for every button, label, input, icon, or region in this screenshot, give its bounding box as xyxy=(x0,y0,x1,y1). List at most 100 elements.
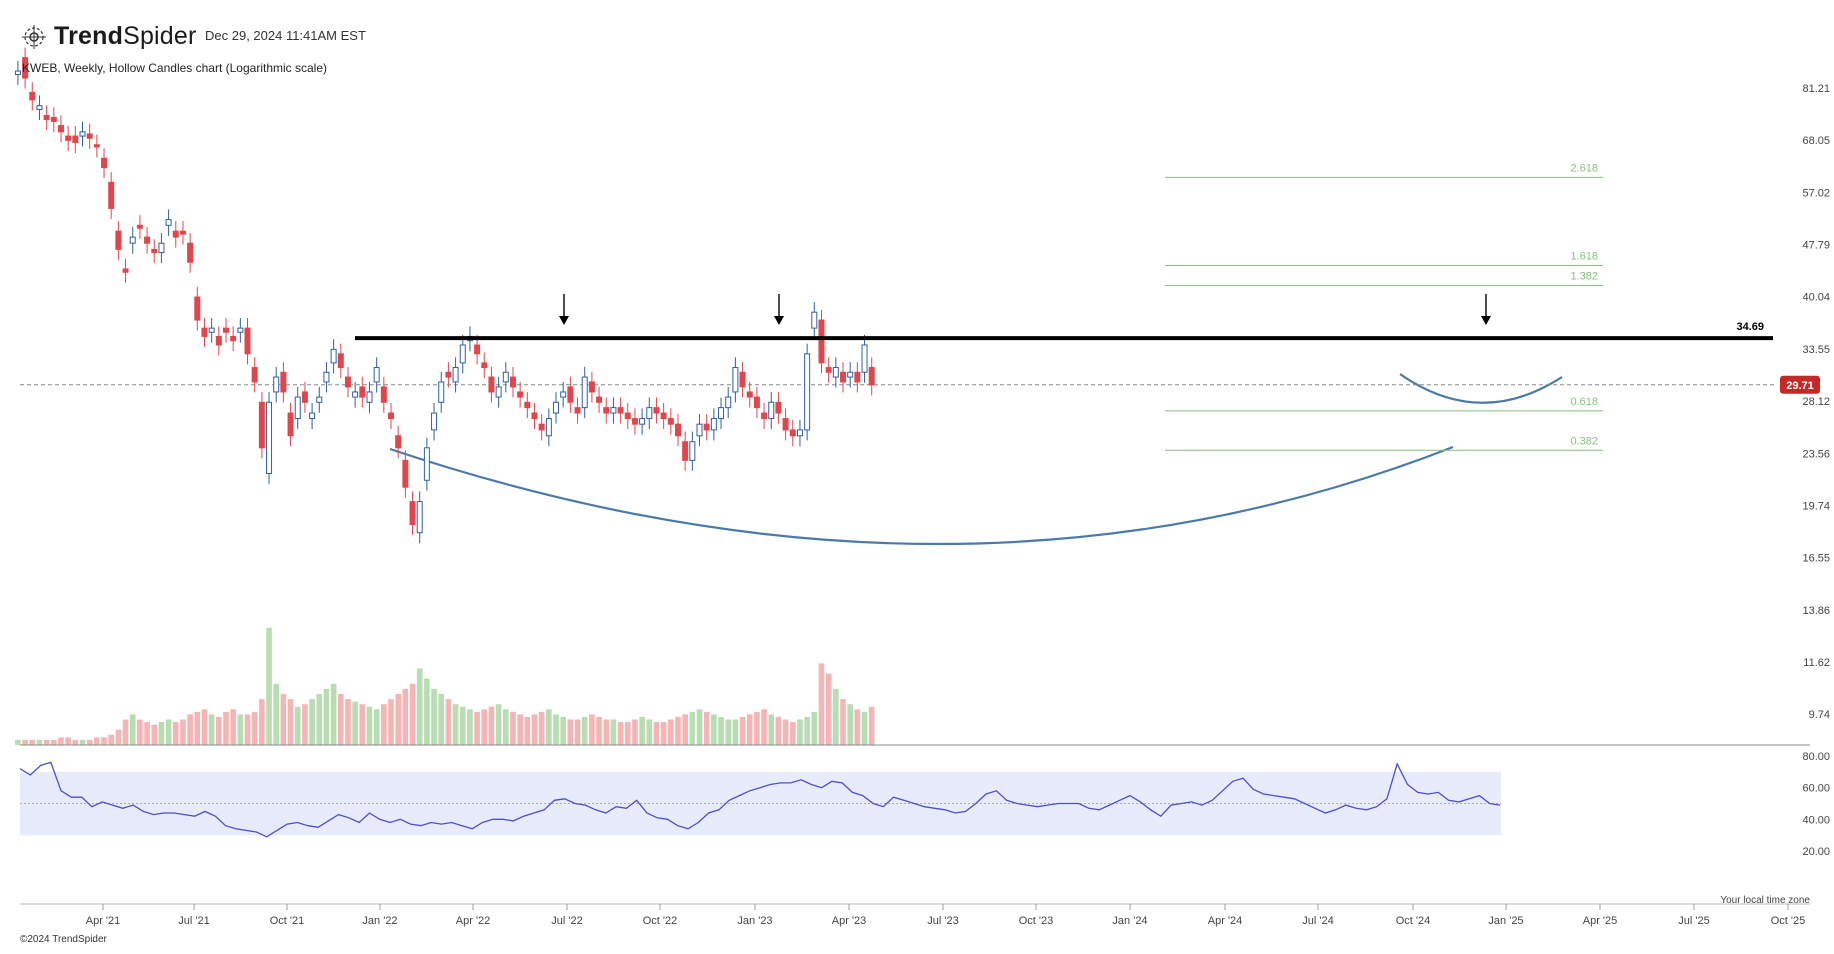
candle-body xyxy=(746,391,753,398)
candle-body xyxy=(330,348,337,364)
candle-body xyxy=(72,135,79,144)
candle-body xyxy=(57,125,64,133)
volume-bar xyxy=(381,704,387,745)
candle-body xyxy=(639,418,646,425)
volume-bar xyxy=(746,714,753,745)
candle-body xyxy=(617,407,624,414)
volume-bar xyxy=(553,714,559,745)
candle-body xyxy=(14,70,21,76)
volume-bar xyxy=(115,729,122,745)
volume-bar xyxy=(237,714,244,745)
x-axis-tick: Jan '23 xyxy=(737,915,772,927)
volume-bar xyxy=(811,711,818,745)
volume-bar xyxy=(216,716,222,745)
brand-name: TrendSpider xyxy=(54,22,197,50)
candle-body xyxy=(445,371,452,378)
candle-body xyxy=(108,181,115,209)
volume-bar xyxy=(36,739,43,745)
candle-body xyxy=(344,376,351,388)
candle-body xyxy=(36,105,43,111)
volume-bar xyxy=(230,709,236,745)
candle-body xyxy=(560,391,567,398)
candle-body xyxy=(222,327,229,333)
x-axis-tick: Jul '25 xyxy=(1678,915,1709,927)
rsi-axis-tick: 40.00 xyxy=(1802,814,1830,826)
volume-bar xyxy=(854,709,861,745)
x-axis-tick: Jul '22 xyxy=(551,915,582,927)
candle-body xyxy=(280,371,287,393)
candle-body xyxy=(868,367,875,386)
candle-body xyxy=(237,327,244,333)
price-axis-tick: 11.62 xyxy=(1803,657,1830,669)
volume-bar xyxy=(172,722,179,745)
candle-body xyxy=(674,423,681,437)
volume-bar xyxy=(373,709,380,745)
candle-body xyxy=(438,381,445,403)
volume-bar xyxy=(761,709,767,745)
rsi-axis-tick: 20.00 xyxy=(1802,846,1830,858)
candle-body xyxy=(603,407,610,414)
fib-level-label: 2.618 xyxy=(1570,162,1598,174)
volume-bar xyxy=(330,683,337,745)
candle-body xyxy=(29,91,36,101)
x-axis-tick: Jan '22 xyxy=(362,915,397,927)
candle-body xyxy=(789,429,796,437)
candle-body xyxy=(624,412,631,420)
candle-body xyxy=(380,386,387,403)
fib-level-label: 1.382 xyxy=(1570,270,1598,282)
volume-bar xyxy=(409,683,416,745)
volume-bar xyxy=(208,714,215,745)
volume-bar xyxy=(546,709,552,745)
volume-bar xyxy=(732,719,739,745)
candle-body xyxy=(208,327,215,333)
current-price-badge xyxy=(1780,375,1820,394)
volume-bar xyxy=(316,694,323,745)
volume-bar xyxy=(646,719,653,745)
candle-body xyxy=(101,157,108,169)
volume-bar xyxy=(58,737,64,745)
volume-bar xyxy=(180,719,186,745)
candle-body xyxy=(266,401,273,474)
candle-body xyxy=(832,367,839,378)
volume-bar xyxy=(531,714,538,745)
candle-body xyxy=(553,401,560,414)
volume-bar xyxy=(574,719,581,745)
volume-bar xyxy=(51,739,57,745)
candle-body xyxy=(301,391,308,403)
chart-subtitle: KWEB, Weekly, Hollow Candles chart (Loga… xyxy=(22,61,327,75)
candle-body xyxy=(423,447,430,481)
candle-body xyxy=(574,407,581,414)
volume-bar xyxy=(517,714,523,745)
volume-bar xyxy=(589,714,595,745)
candle-body xyxy=(416,501,423,534)
volume-bar xyxy=(653,722,660,745)
candle-body xyxy=(689,441,696,461)
candle-body xyxy=(459,344,466,364)
candle-body xyxy=(316,396,323,403)
x-axis-tick: Oct '21 xyxy=(270,915,305,927)
volume-bar xyxy=(244,714,251,745)
candle-body xyxy=(667,418,674,425)
x-axis-tick: Apr '23 xyxy=(832,915,867,927)
volume-bar xyxy=(718,716,724,745)
x-axis-tick: Oct '25 xyxy=(1771,915,1806,927)
volume-bar xyxy=(495,704,502,745)
volume-bar xyxy=(294,706,301,745)
price-axis-tick: 16.55 xyxy=(1802,553,1830,565)
candle-body xyxy=(631,418,638,425)
candle-body xyxy=(588,381,595,393)
candle-body xyxy=(388,412,395,420)
candle-body xyxy=(129,236,136,244)
price-axis-tick: 40.04 xyxy=(1802,292,1830,304)
fib-level-label: 0.382 xyxy=(1570,435,1598,447)
volume-bar xyxy=(660,722,667,745)
volume-bar xyxy=(703,711,710,745)
volume-bar xyxy=(424,678,430,745)
volume-bar xyxy=(108,734,114,745)
volume-bar xyxy=(323,688,330,745)
price-axis-tick: 28.12 xyxy=(1802,396,1830,408)
candle-body xyxy=(158,242,165,254)
candle-body xyxy=(610,407,617,414)
